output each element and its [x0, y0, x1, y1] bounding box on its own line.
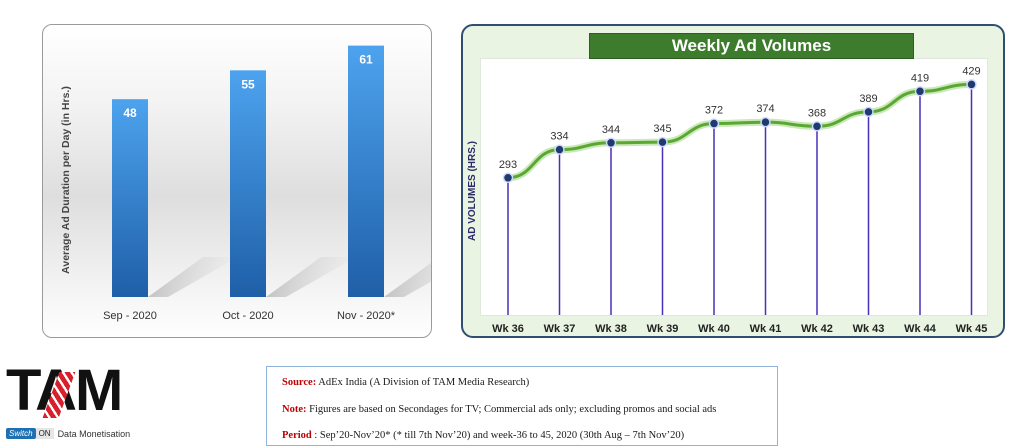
line-chart-panel: Weekly Ad Volumes 293 Wk 36 334 Wk 37 344 Wk … — [461, 24, 1005, 338]
data-value-label: 368 — [808, 107, 826, 119]
data-value-label: 345 — [653, 123, 671, 135]
data-point — [657, 136, 668, 148]
data-point — [708, 118, 720, 129]
period-line: Period : Sep’20-Nov’20* (* till 7th Nov’… — [282, 430, 684, 441]
x-tick-label: Wk 38 — [595, 323, 627, 335]
period-text: : Sep’20-Nov’20* (* till 7th Nov’20) and… — [311, 430, 685, 441]
bar-value-label: 61 — [359, 53, 373, 67]
source-text: AdEx India (A Division of TAM Media Rese… — [316, 377, 530, 388]
y-axis-label: Average Ad Duration per Day (in Hrs.) — [60, 86, 72, 274]
bar-shadow — [266, 257, 356, 297]
data-point — [554, 144, 565, 155]
x-tick-label: Wk 43 — [853, 323, 885, 335]
data-value-label: 372 — [705, 105, 723, 117]
source-line: Source: AdEx India (A Division of TAM Me… — [282, 377, 529, 388]
line-chart-title: Weekly Ad Volumes — [589, 33, 914, 59]
y-axis-label: AD VOLUMES (HRS.) — [467, 141, 478, 241]
data-value-label: 293 — [499, 159, 517, 171]
series-line-glow — [504, 80, 975, 182]
x-tick-label: Wk 37 — [544, 323, 576, 335]
line-chart: 293 Wk 36 334 Wk 37 344 Wk 38 345 Wk 39 372 Wk 40… — [467, 65, 988, 335]
data-value-label: 419 — [911, 72, 929, 84]
data-point — [966, 79, 977, 90]
line-plot-area — [480, 58, 988, 316]
x-tick-label: Nov - 2020* — [337, 310, 396, 322]
period-label: Period — [282, 430, 312, 441]
x-tick-label: Wk 39 — [647, 323, 679, 335]
bar-value-label: 48 — [123, 106, 137, 120]
series-line — [506, 82, 973, 180]
note-label: Note: — [282, 404, 307, 415]
x-tick-label: Wk 41 — [750, 323, 782, 335]
bar-shadow — [384, 262, 431, 297]
data-point — [605, 137, 617, 149]
x-tick-label: Wk 40 — [698, 323, 730, 335]
bar-chart-panel: 48 Sep - 2020 55 Oct - 2020 61 Nov - 2020* Ave… — [42, 24, 432, 338]
footnote-box: Source: AdEx India (A Division of TAM Me… — [266, 366, 778, 446]
data-value-label: 429 — [962, 65, 980, 77]
bar-shadow — [148, 257, 238, 297]
data-value-label: 389 — [859, 93, 877, 105]
bar — [112, 99, 148, 297]
x-tick-label: Sep - 2020 — [103, 310, 157, 322]
data-point — [914, 86, 926, 97]
data-point — [760, 116, 771, 128]
logo-tagline-text: Data Monetisation — [57, 428, 131, 439]
logo-tagline: Switch ON Data Monetisation — [6, 428, 130, 439]
x-tick-label: Oct - 2020 — [222, 310, 273, 322]
data-point — [502, 172, 514, 184]
note-text: Figures are based on Secondages for TV; … — [306, 404, 717, 415]
data-point — [811, 121, 823, 132]
x-tick-label: Wk 36 — [492, 323, 524, 335]
source-label: Source: — [282, 377, 317, 388]
data-value-label: 374 — [756, 103, 774, 115]
data-point — [863, 106, 874, 118]
tam-logo: TAM Switch ON Data Monetisation — [6, 362, 156, 446]
logo-on-badge: ON — [35, 428, 54, 439]
data-value-label: 344 — [602, 124, 620, 136]
logo-switch-badge: Switch — [6, 428, 36, 439]
bar — [348, 45, 384, 297]
bar — [230, 70, 266, 297]
data-value-label: 334 — [550, 131, 568, 143]
note-line: Note: Figures are based on Secondages fo… — [282, 404, 716, 415]
bar-chart: 48 Sep - 2020 55 Oct - 2020 61 Nov - 2020* Ave… — [60, 45, 431, 322]
x-tick-label: Wk 42 — [801, 323, 833, 335]
bar-value-label: 55 — [241, 77, 255, 91]
x-tick-label: Wk 44 — [904, 323, 937, 335]
x-tick-label: Wk 45 — [956, 323, 988, 335]
